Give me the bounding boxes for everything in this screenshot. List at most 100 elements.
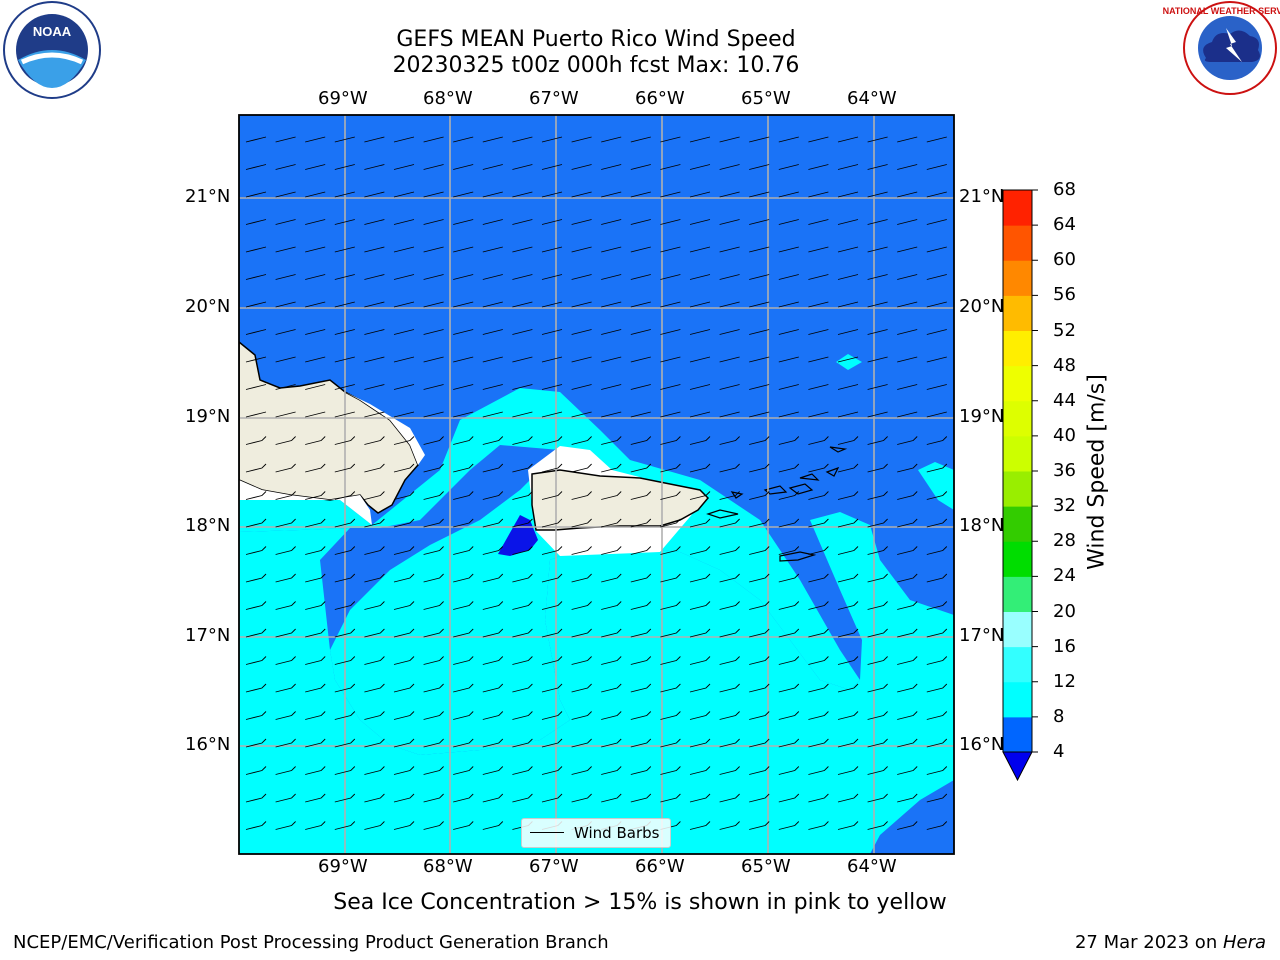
wind-barb — [364, 821, 385, 830]
wind-barb — [305, 219, 326, 225]
wind-barb — [630, 793, 652, 803]
wind-barb — [926, 136, 947, 143]
wind-barb — [660, 491, 681, 500]
wind-barb — [334, 546, 356, 555]
wind-barb — [364, 628, 385, 638]
wind-barb — [334, 463, 356, 473]
wind-barb — [601, 766, 622, 775]
wind-barb — [571, 246, 592, 253]
wind-barb — [423, 821, 444, 830]
colorbar-segment — [1003, 400, 1032, 437]
wind-barb — [749, 191, 770, 198]
wind-barb — [897, 329, 918, 335]
wind-barb — [541, 738, 563, 748]
wind-barb — [453, 411, 474, 418]
wind-barb — [689, 683, 711, 693]
wind-barb — [482, 656, 504, 665]
wind-barb — [749, 711, 770, 720]
wind-barb — [749, 821, 770, 830]
wind-barb — [897, 656, 918, 665]
wind-barb — [453, 436, 474, 445]
wind-barb — [837, 546, 859, 555]
wind-barb — [749, 274, 770, 280]
wind-barb — [630, 436, 652, 445]
lon-tick-bottom: 66°W — [635, 856, 685, 877]
wind-barb — [719, 683, 740, 693]
wind-barb — [719, 821, 740, 830]
wind-barb — [393, 384, 415, 390]
noaa-logo-text: NOAA — [33, 24, 72, 39]
wind-barb — [541, 656, 563, 665]
wind-barb — [749, 463, 770, 473]
colorbar-segment — [1003, 295, 1032, 331]
wind-barb — [334, 793, 356, 803]
wind-barb — [541, 711, 563, 720]
wind-barb — [778, 518, 800, 528]
wind-barb — [689, 463, 711, 473]
wind-barb — [689, 384, 711, 390]
wind-barb — [926, 191, 947, 198]
wind-barb — [571, 136, 592, 143]
wind-barb — [334, 191, 355, 198]
contour-under-4 — [498, 515, 538, 556]
wind-barb — [601, 793, 622, 803]
wind-barb — [453, 628, 474, 638]
wind-barb — [660, 164, 681, 170]
wind-barb — [393, 246, 415, 253]
wind-barb — [364, 738, 385, 748]
colorbar-segment — [1003, 190, 1032, 226]
colorbar-tick-label: 20 — [1053, 600, 1076, 622]
wind-barb — [245, 411, 267, 418]
wind-barb — [393, 683, 415, 693]
sea-ice-caption: Sea Ice Concentration > 15% is shown in … — [333, 890, 947, 915]
wind-barb — [512, 738, 533, 748]
wind-barb — [482, 546, 504, 555]
wind-barb — [482, 356, 503, 363]
footer-branch: NCEP/EMC/Verification Post Processing Pr… — [13, 932, 609, 953]
footer-machine: Hera — [1222, 932, 1266, 953]
wind-barb — [926, 329, 947, 335]
wind-barb — [541, 793, 563, 803]
wind-barb — [601, 573, 622, 583]
wind-barb — [926, 411, 947, 418]
wind-barb — [867, 436, 888, 445]
wind-barb — [393, 463, 415, 473]
wind-barb — [364, 301, 385, 308]
wind-barb — [897, 274, 918, 280]
wind-barb — [541, 246, 563, 253]
wind-barb — [719, 136, 740, 143]
wind-barb — [808, 766, 829, 775]
wind-barb — [660, 656, 681, 665]
wind-barb — [719, 463, 740, 473]
wind-barb — [897, 164, 918, 170]
wind-barb — [660, 219, 681, 225]
wind-barb — [571, 656, 592, 665]
wind-barb — [305, 683, 326, 693]
wind-barb — [393, 491, 415, 500]
wind-barb — [571, 219, 592, 225]
wind-barb — [660, 738, 681, 748]
wind-barb — [364, 656, 385, 665]
wind-barb — [453, 821, 474, 830]
wind-barb — [630, 683, 652, 693]
lat-tick-right: 21°N — [959, 186, 1005, 207]
wind-barb — [423, 711, 444, 720]
wind-barb — [926, 766, 948, 775]
wind-barb — [689, 821, 711, 830]
wind-barb — [453, 546, 474, 555]
wind-barb — [778, 384, 799, 390]
wind-barb — [275, 683, 296, 693]
wind-barb — [837, 601, 859, 610]
colorbar-tick-label: 64 — [1053, 214, 1076, 236]
colorbar-tick-label: 52 — [1053, 319, 1076, 341]
wind-barb — [660, 463, 681, 473]
wind-barb — [364, 766, 385, 775]
wind-barb — [867, 601, 888, 610]
wind-barb — [630, 628, 652, 638]
wind-barb — [837, 463, 859, 473]
wind-barb — [571, 436, 592, 445]
wind-barb — [897, 219, 918, 225]
wind-barb — [393, 436, 415, 445]
wind-barb — [305, 738, 326, 748]
wind-barb — [689, 436, 711, 445]
